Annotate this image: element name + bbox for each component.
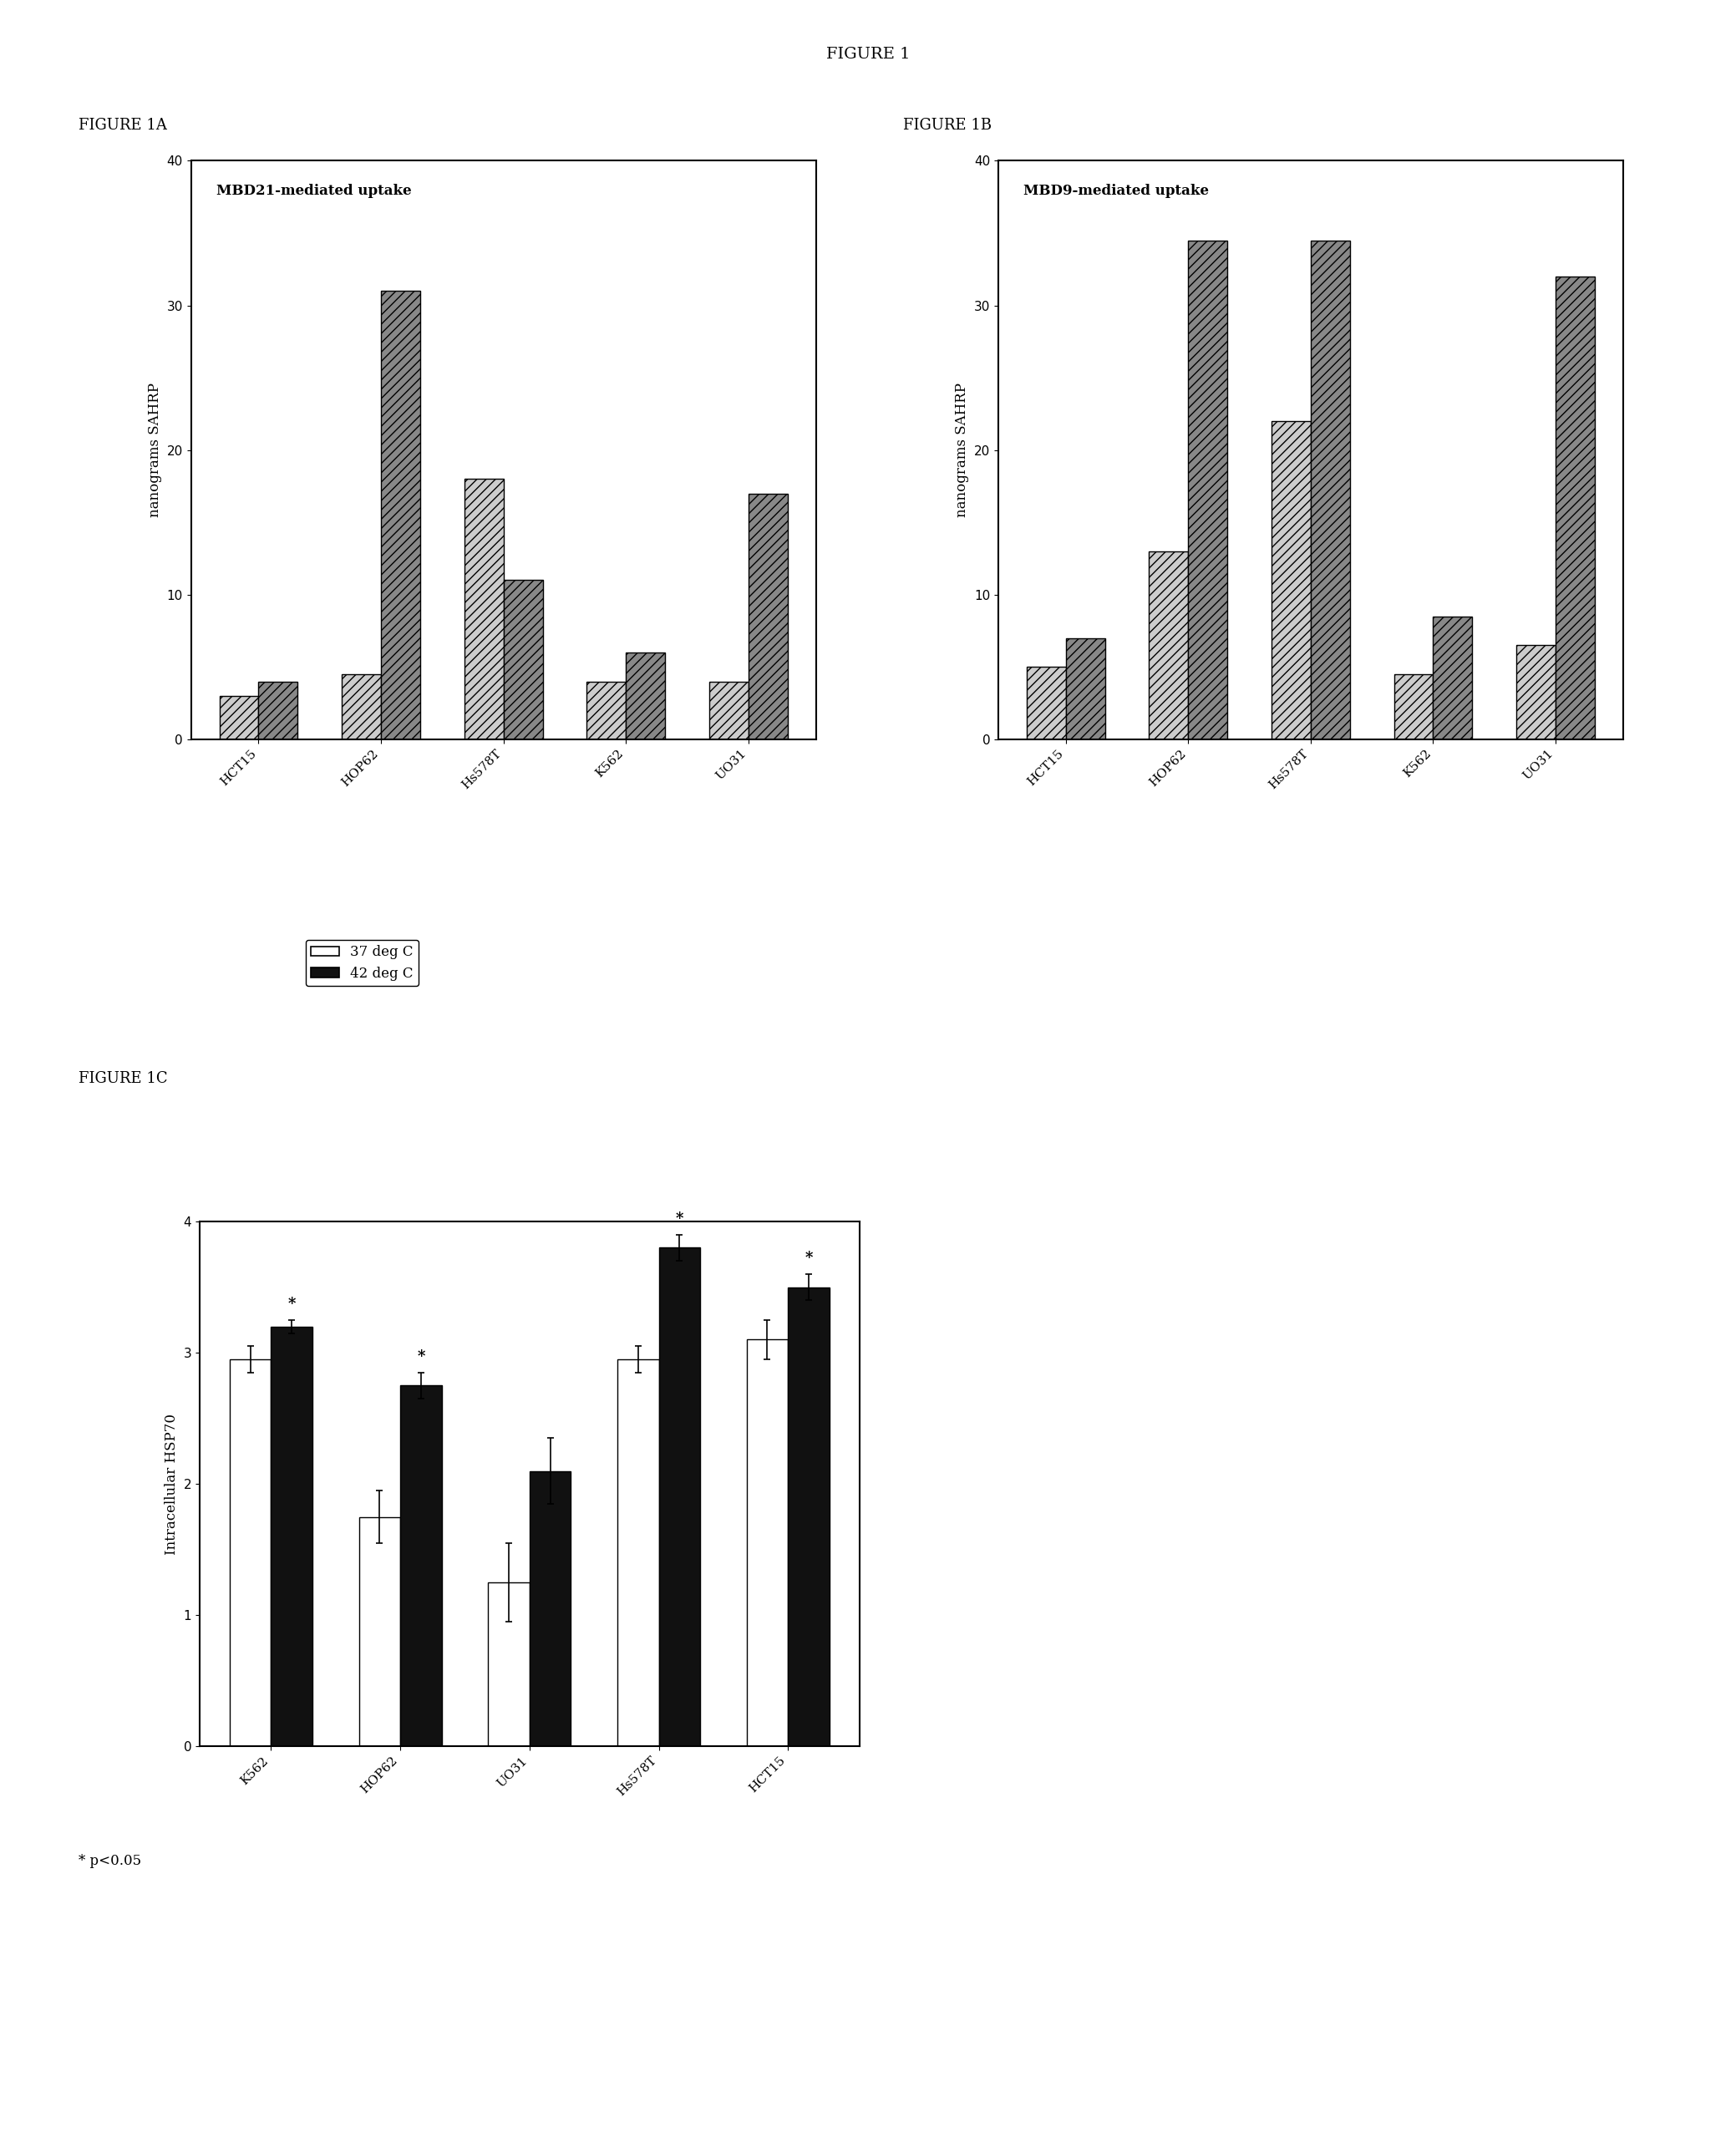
Bar xyxy=(587,681,627,739)
Bar xyxy=(380,291,420,739)
Bar xyxy=(219,696,259,739)
Bar xyxy=(1026,666,1066,739)
Bar xyxy=(259,681,299,739)
Bar xyxy=(1516,645,1555,739)
Bar xyxy=(1187,240,1227,739)
Text: MBD21-mediated uptake: MBD21-mediated uptake xyxy=(215,184,411,197)
Bar xyxy=(229,1359,271,1747)
Text: *: * xyxy=(417,1350,425,1365)
Bar xyxy=(488,1582,529,1747)
Bar xyxy=(1149,551,1187,739)
Bar xyxy=(788,1288,830,1747)
Y-axis label: nanograms SAHRP: nanograms SAHRP xyxy=(955,384,969,516)
Bar xyxy=(1555,276,1595,739)
Text: *: * xyxy=(806,1252,812,1267)
Y-axis label: Intracellular HSP70: Intracellular HSP70 xyxy=(165,1414,179,1554)
Bar xyxy=(401,1387,441,1747)
Y-axis label: nanograms SAHRP: nanograms SAHRP xyxy=(148,384,161,516)
Bar xyxy=(658,1247,700,1747)
Text: FIGURE 1A: FIGURE 1A xyxy=(78,118,167,133)
Bar xyxy=(342,675,380,739)
Bar xyxy=(1271,420,1311,739)
Text: MBD9-mediated uptake: MBD9-mediated uptake xyxy=(1023,184,1208,197)
Bar xyxy=(464,480,503,739)
Bar xyxy=(1394,675,1434,739)
Text: FIGURE 1B: FIGURE 1B xyxy=(903,118,991,133)
Text: *: * xyxy=(675,1211,684,1226)
Bar xyxy=(708,681,748,739)
Bar xyxy=(529,1470,571,1747)
Text: FIGURE 1C: FIGURE 1C xyxy=(78,1072,167,1087)
Bar xyxy=(1434,617,1472,739)
Text: * p<0.05: * p<0.05 xyxy=(78,1854,141,1869)
Text: FIGURE 1: FIGURE 1 xyxy=(826,47,910,62)
Bar xyxy=(359,1517,401,1747)
Bar xyxy=(748,493,788,739)
Bar xyxy=(1066,639,1106,739)
Legend: 37 deg C, 42 deg C: 37 deg C, 42 deg C xyxy=(306,939,418,986)
Bar xyxy=(271,1327,312,1747)
Bar xyxy=(503,581,543,739)
Bar xyxy=(746,1339,788,1747)
Bar xyxy=(1311,240,1351,739)
Bar xyxy=(618,1359,658,1747)
Text: *: * xyxy=(288,1297,295,1312)
Bar xyxy=(627,651,665,739)
